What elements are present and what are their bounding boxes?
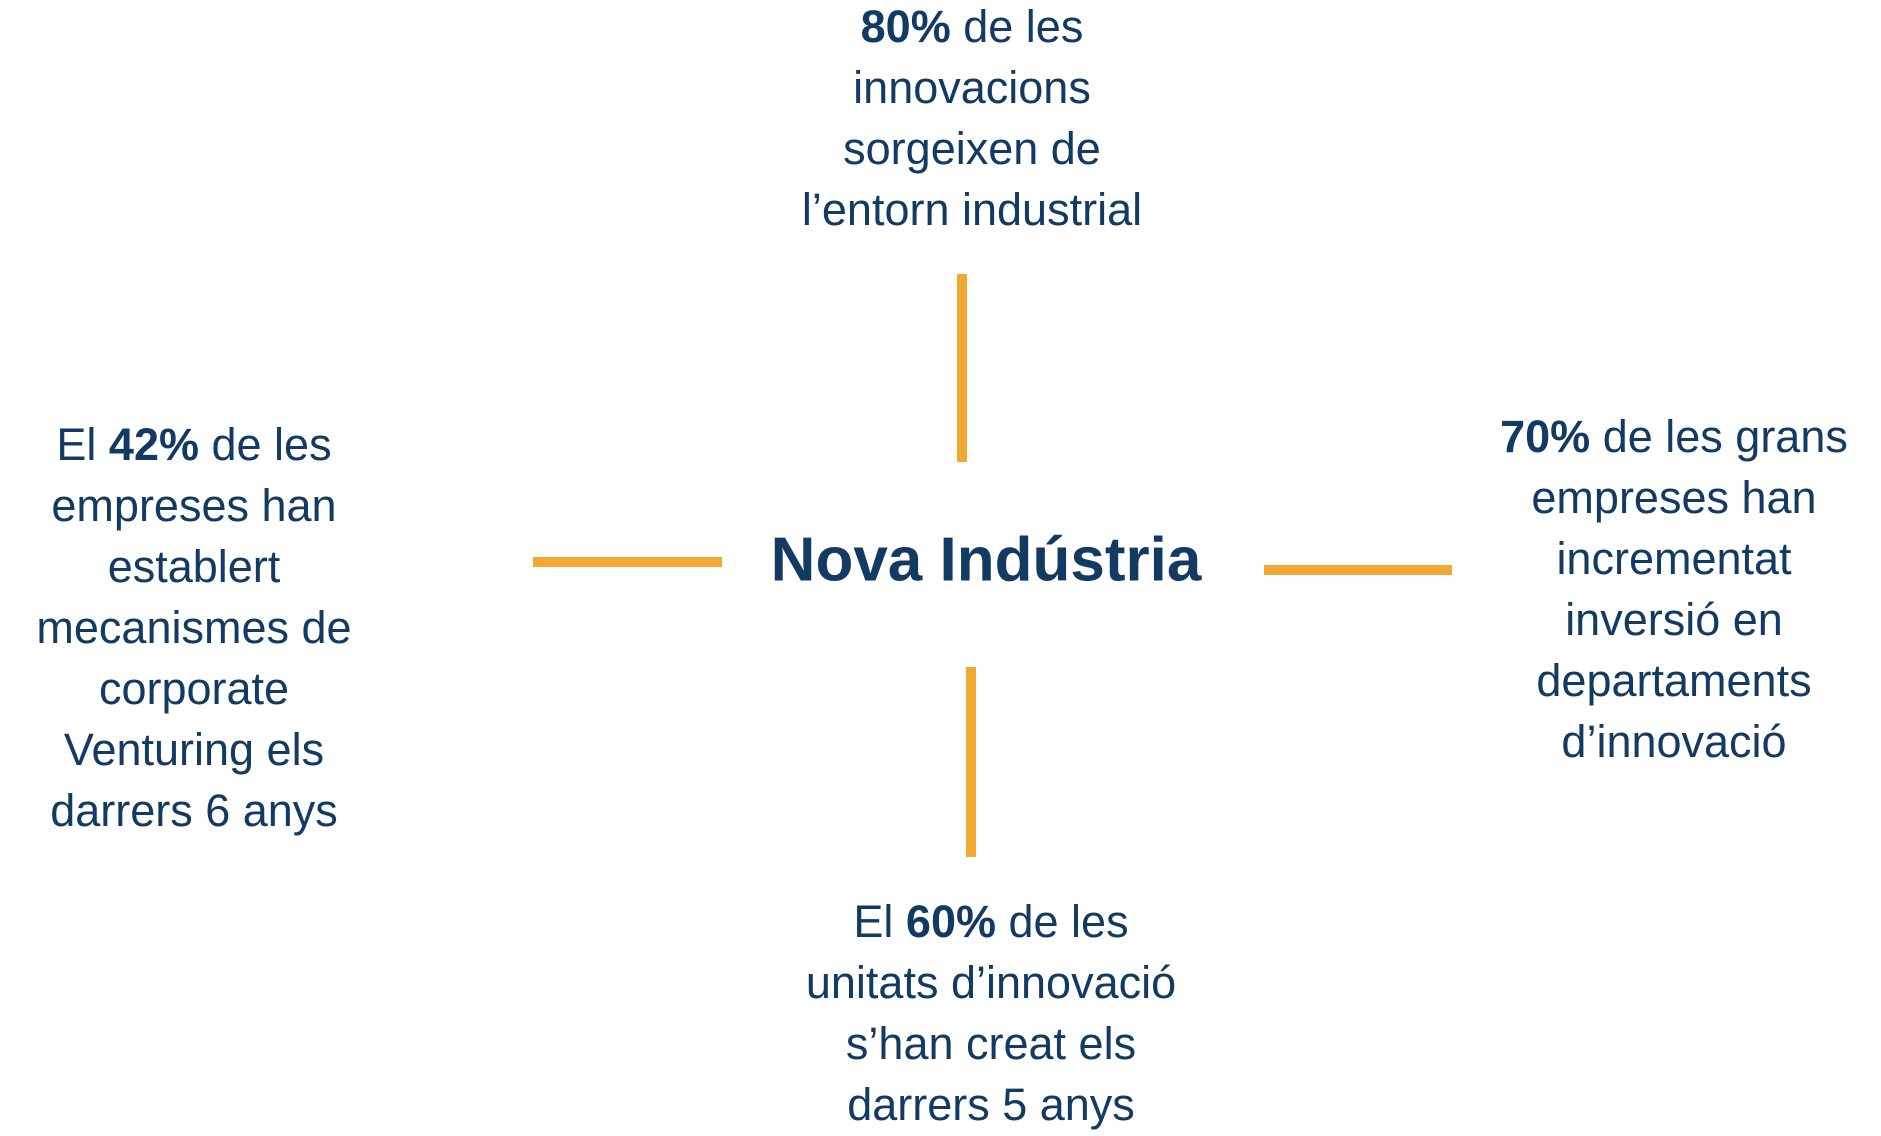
node-line: innovacions [853, 62, 1091, 113]
node-line: s’han creat els [846, 1018, 1136, 1069]
node-line: darrers 5 anys [847, 1079, 1135, 1130]
node-suffix: de les [996, 896, 1129, 947]
node-suffix: de les grans [1590, 411, 1848, 462]
node-line: incrementat [1556, 533, 1792, 584]
center-title: Nova Indústria [771, 525, 1202, 594]
node-line: Venturing els [64, 724, 324, 775]
node-line: inversió en [1565, 594, 1783, 645]
node-suffix: de les [199, 419, 332, 470]
node-figure: 70% [1500, 411, 1590, 462]
node-prefix: El [56, 419, 109, 470]
node-prefix: El [853, 896, 906, 947]
node-figure: 60% [906, 896, 996, 947]
node-line: d’innovació [1561, 716, 1786, 767]
node-line: mecanismes de [36, 602, 351, 653]
node-line: empreses han [1531, 472, 1816, 523]
node-figure: 42% [109, 419, 199, 470]
node-line: l’entorn industrial [802, 184, 1142, 235]
node-line: departaments [1536, 655, 1811, 706]
node-line: establert [108, 541, 281, 592]
node-line: corporate [99, 663, 289, 714]
node-first-line: 80% de les [861, 1, 1084, 52]
node-first-line: 70% de les grans [1500, 411, 1848, 462]
node-figure: 80% [861, 1, 951, 52]
node-line: sorgeixen de [843, 123, 1101, 174]
node-first-line: El 60% de les [853, 896, 1128, 947]
node-line: empreses han [51, 480, 336, 531]
node-suffix: de les [951, 1, 1084, 52]
node-first-line: El 42% de les [56, 419, 331, 470]
node-line: unitats d’innovació [806, 957, 1176, 1008]
node-line: darrers 6 anys [50, 785, 338, 836]
